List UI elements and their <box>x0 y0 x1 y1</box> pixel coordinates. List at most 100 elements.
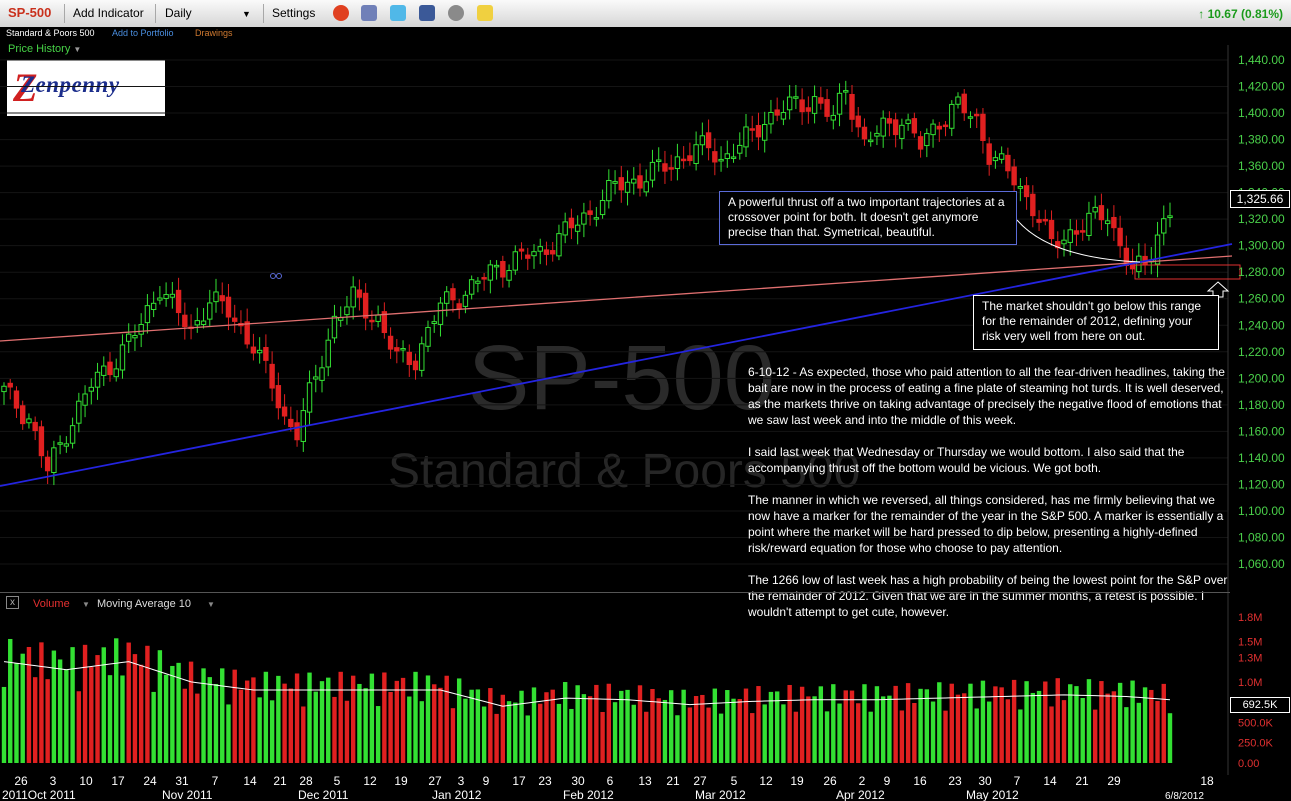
volume-bar <box>132 654 138 763</box>
candle-body <box>450 288 456 301</box>
volume-bar <box>986 701 992 763</box>
alarm-clock-icon[interactable] <box>333 5 349 21</box>
price-tick-label: 1,220.00 <box>1238 345 1285 359</box>
subbar: Standard & Poors 500 Add to Portfolio Dr… <box>0 27 1291 41</box>
price-tick-label: 1,380.00 <box>1238 133 1285 147</box>
volume-bar <box>1024 681 1029 763</box>
chevron-down-icon[interactable]: ▼ <box>207 600 215 609</box>
volume-bar <box>26 646 32 763</box>
trajectory-annotation-text: A powerful thrust off a two important tr… <box>728 195 1005 239</box>
candle-body <box>905 119 911 124</box>
volume-bars <box>1 638 1173 763</box>
volume-bar <box>357 683 362 763</box>
chevron-down-icon[interactable]: ▼ <box>82 600 90 609</box>
candle-body <box>818 97 824 104</box>
volume-bar <box>326 677 331 763</box>
x-day-label: 19 <box>394 774 408 788</box>
x-day-label: 16 <box>913 774 927 788</box>
x-day-label: 3 <box>50 774 57 788</box>
candle-body <box>537 246 543 252</box>
volume-bar <box>1130 680 1135 763</box>
candle-body <box>967 116 974 119</box>
drawing-handle-icon[interactable] <box>270 273 276 279</box>
range-annotation[interactable]: The market shouldn't go below this range… <box>973 295 1219 350</box>
volume-bar <box>862 684 867 763</box>
trajectory-annotation[interactable]: A powerful thrust off a two important tr… <box>719 191 1017 245</box>
binoculars-icon[interactable] <box>448 5 464 21</box>
volume-axis: 1.8M 1.5M 1.3M 1.0M 500.0K 250.0K 0.00 <box>1238 612 1274 770</box>
add-indicator-button[interactable]: Add Indicator <box>73 6 144 20</box>
candle-body <box>468 279 475 295</box>
current-price-label: 1,325.66 <box>1230 190 1290 208</box>
volume-bar <box>675 715 680 763</box>
volume-bar <box>201 668 206 763</box>
volume-bar <box>76 691 82 763</box>
interval-select[interactable]: Daily <box>165 6 192 20</box>
volume-bar <box>937 682 942 763</box>
candle-body <box>444 291 450 304</box>
moving-average-label[interactable]: Moving Average 10 <box>97 598 191 610</box>
chevron-down-icon[interactable]: ▼ <box>242 9 251 19</box>
twitter-icon[interactable] <box>390 5 406 21</box>
candle-body <box>44 456 51 472</box>
watermark-name: Standard & Poors 500 <box>388 445 861 498</box>
volume-bar <box>880 696 886 763</box>
candle-body <box>475 280 481 284</box>
volume-bar <box>912 702 917 763</box>
x-day-label: 5 <box>334 774 341 788</box>
price-history-menu[interactable]: Price History ▼ <box>8 43 81 55</box>
volume-bar <box>375 706 381 763</box>
x-day-label: 14 <box>1043 774 1057 788</box>
candle-body <box>1154 234 1161 265</box>
candle-body <box>138 324 144 335</box>
symbol-input[interactable]: SP-500 <box>8 5 52 20</box>
volume-bar <box>924 689 930 763</box>
price-tick-label: 1,300.00 <box>1238 239 1285 253</box>
logo-swoosh-icon: Z <box>13 65 38 110</box>
candle-body <box>113 368 119 378</box>
candle-body <box>955 96 961 105</box>
volume-bar <box>556 703 562 763</box>
note-icon[interactable] <box>477 5 493 21</box>
blue-trendline <box>0 243 1233 487</box>
price-tick-label: 1,320.00 <box>1238 212 1285 226</box>
volume-label[interactable]: Volume <box>33 598 70 610</box>
volume-bar <box>301 706 306 763</box>
x-day-label: 12 <box>759 774 773 788</box>
x-day-label: 19 <box>790 774 804 788</box>
volume-bar <box>288 688 294 763</box>
facebook-icon[interactable] <box>419 5 435 21</box>
volume-bar <box>949 683 954 763</box>
volume-bar <box>1043 681 1048 763</box>
volume-bar <box>269 700 275 763</box>
settings-button[interactable]: Settings <box>272 6 316 20</box>
candle-body <box>861 126 868 140</box>
candle-body <box>425 326 431 347</box>
candle-body <box>793 96 799 99</box>
candle-body <box>101 365 107 376</box>
red-trendline <box>0 255 1233 342</box>
volume-bar <box>257 697 262 763</box>
volume-bar <box>263 671 269 763</box>
price-tick-label: 1,240.00 <box>1238 318 1285 332</box>
volume-bar <box>14 663 19 763</box>
candle-body <box>1080 230 1086 233</box>
copy-icon[interactable] <box>361 5 377 21</box>
close-icon[interactable]: x <box>6 596 19 609</box>
drawings-link[interactable]: Drawings <box>195 28 233 38</box>
add-to-portfolio-link[interactable]: Add to Portfolio <box>112 28 174 38</box>
instrument-name: Standard & Poors 500 <box>6 28 95 38</box>
candle-body <box>712 151 718 163</box>
volume-bar <box>631 704 636 763</box>
volume-bar <box>668 690 674 763</box>
candle-body <box>1073 230 1080 235</box>
volume-bar <box>101 647 106 763</box>
volume-bar <box>500 694 506 763</box>
volume-bar <box>818 686 824 763</box>
drawing-handle-icon[interactable] <box>276 273 282 279</box>
volume-bar <box>656 698 661 763</box>
volume-bar <box>369 673 375 763</box>
volume-bar <box>756 686 761 763</box>
x-day-label: 28 <box>299 774 313 788</box>
